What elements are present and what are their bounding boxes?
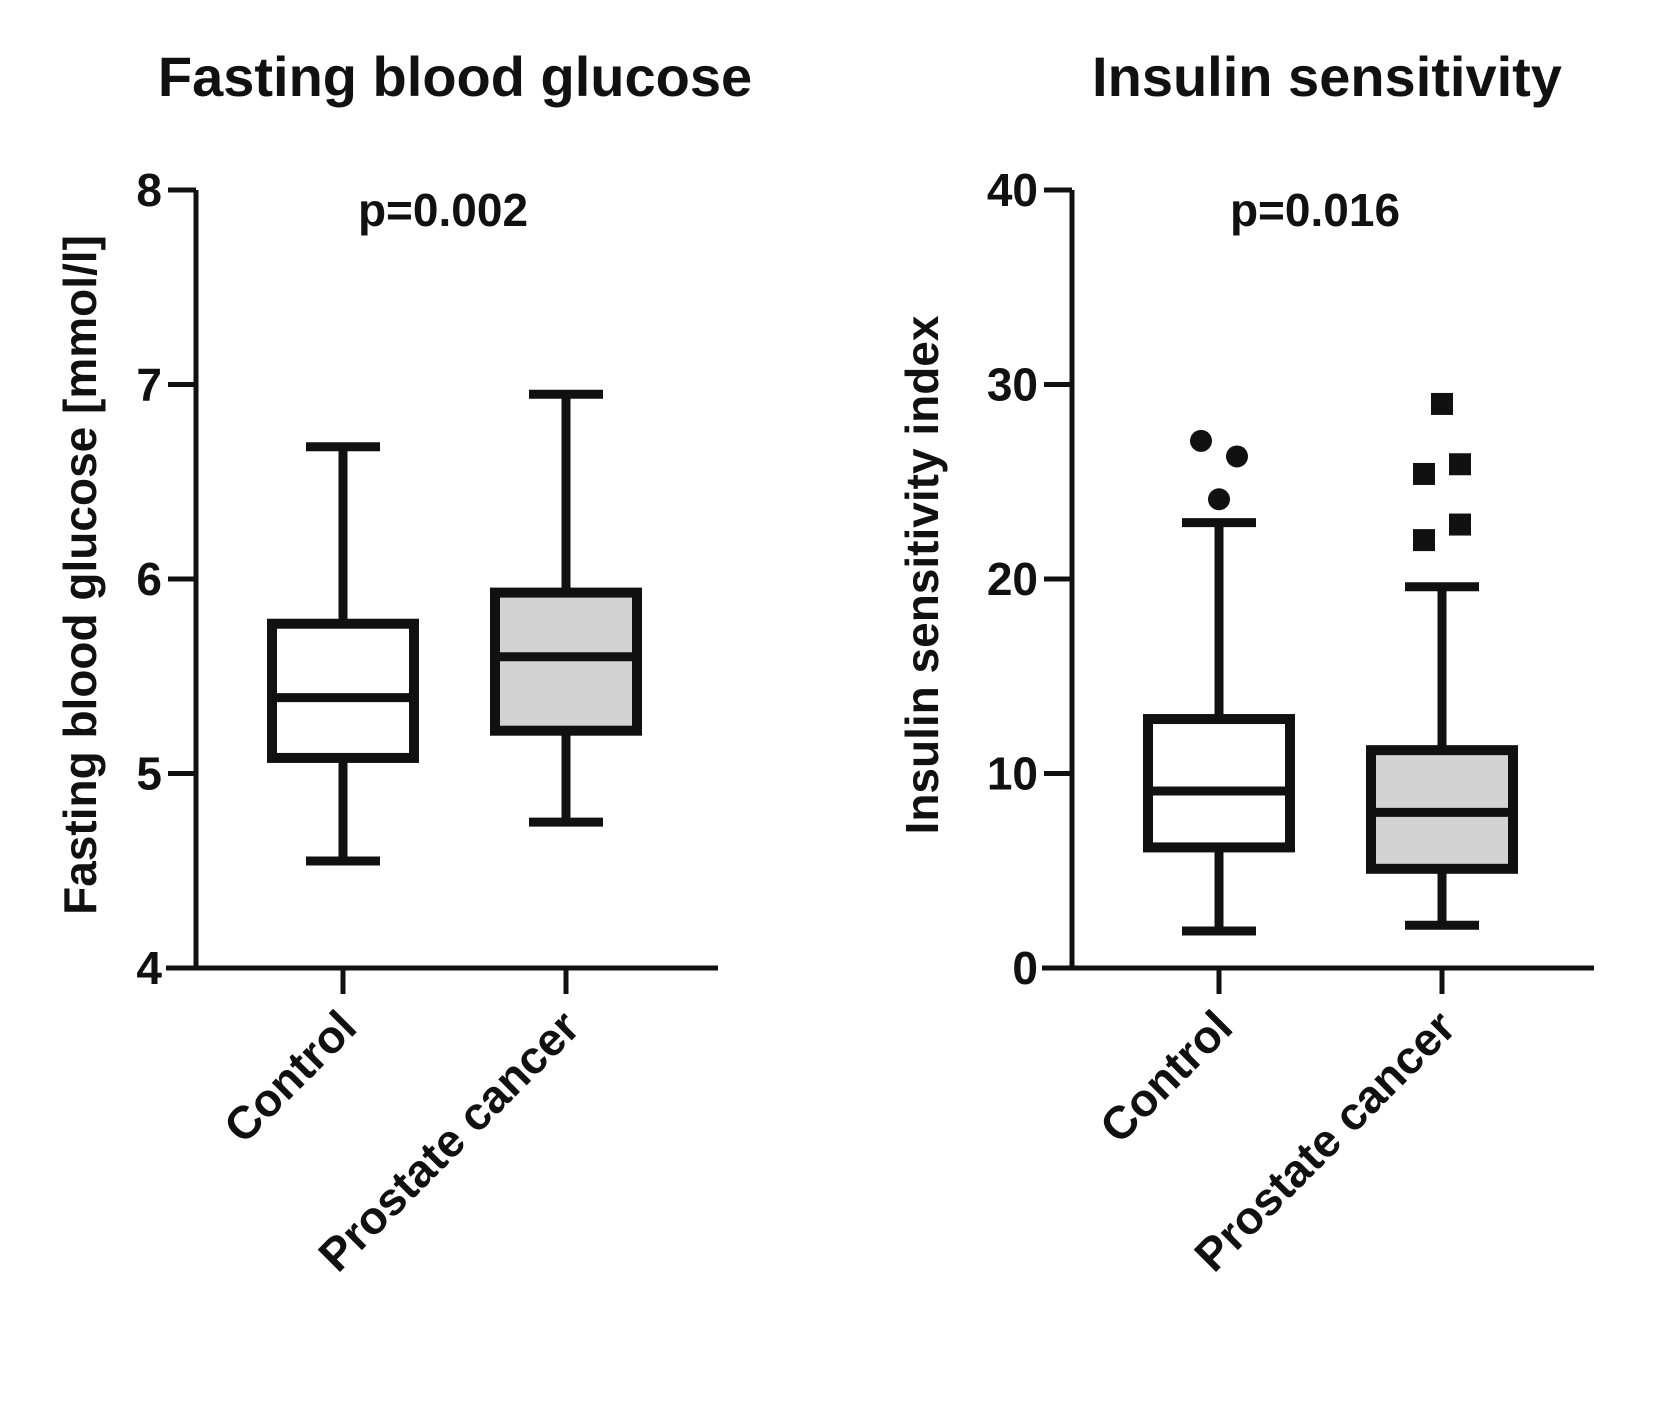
outlier-point — [1431, 392, 1453, 415]
p-value-annotation: p=0.002 — [358, 184, 528, 236]
y-tick-label: 4 — [136, 942, 162, 994]
y-tick-label: 30 — [987, 359, 1038, 411]
outlier-point — [1449, 453, 1471, 476]
outlier-point — [1190, 429, 1212, 452]
chart-title: Insulin sensitivity — [1092, 45, 1562, 108]
y-axis-label: Fasting blood glucose [mmol/l] — [54, 235, 106, 915]
x-category-label: Control — [214, 1000, 366, 1152]
panel-fasting-glucose: Fasting blood glucose Fasting blood gluc… — [54, 45, 752, 1281]
outlier-point — [1413, 529, 1435, 552]
box-iqr — [1143, 714, 1295, 853]
outlier-point — [1208, 488, 1230, 511]
box-iqr — [267, 618, 419, 763]
y-tick-label: 0 — [1012, 942, 1038, 994]
x-category-label: Control — [1090, 1000, 1242, 1152]
y-tick-label: 40 — [987, 164, 1038, 216]
y-tick-label: 5 — [136, 748, 162, 800]
p-value-annotation: p=0.016 — [1230, 184, 1400, 236]
outlier-point — [1413, 462, 1435, 485]
chart-title: Fasting blood glucose — [158, 45, 752, 108]
y-axis-label: Insulin sensitivity index — [896, 315, 948, 834]
y-tick-label: 8 — [136, 164, 162, 216]
y-tick-label: 7 — [136, 359, 162, 411]
outlier-point — [1226, 445, 1248, 468]
y-tick-label: 6 — [136, 553, 162, 605]
box-iqr — [490, 587, 642, 736]
panel-insulin-sensitivity: Insulin sensitivity Insulin sensitivity … — [896, 45, 1594, 1281]
y-tick-label: 10 — [987, 748, 1038, 800]
outlier-point — [1449, 513, 1471, 536]
y-tick-label: 20 — [987, 553, 1038, 605]
